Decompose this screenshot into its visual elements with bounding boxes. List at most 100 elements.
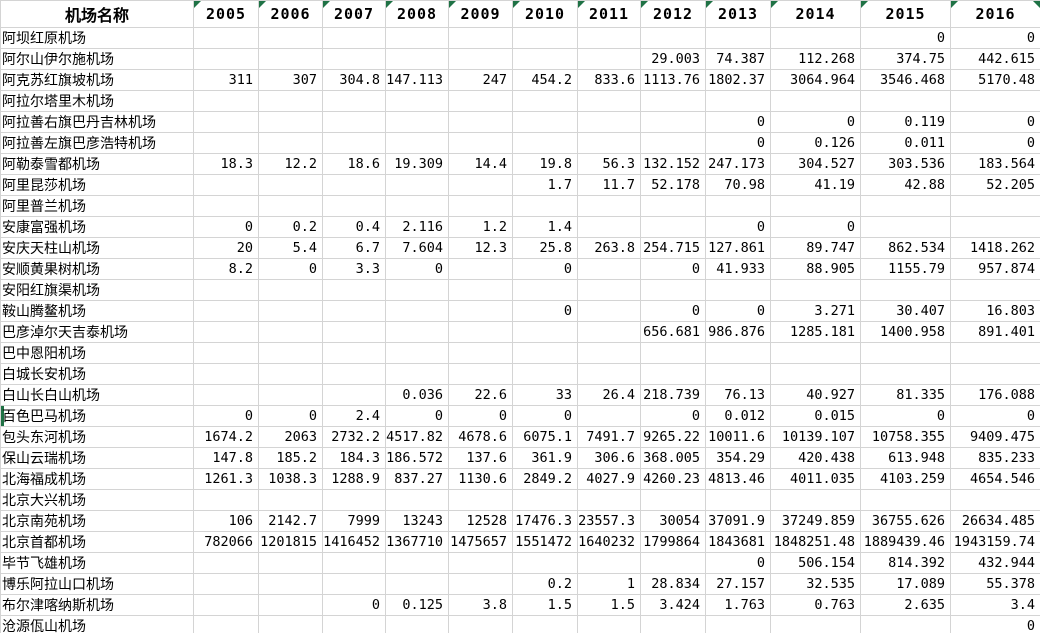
column-header-year-2016[interactable]: 2016 <box>950 0 1040 28</box>
cell-value[interactable]: 56.3 <box>577 153 641 175</box>
cell-value[interactable]: 2.635 <box>860 594 951 616</box>
cell-value[interactable] <box>258 111 323 133</box>
cell-value[interactable]: 4260.23 <box>640 468 706 490</box>
cell-value[interactable]: 0 <box>322 594 386 616</box>
cell-value[interactable] <box>640 552 706 574</box>
cell-value[interactable] <box>577 195 641 217</box>
cell-value[interactable]: 4517.82 <box>385 426 449 448</box>
cell-value[interactable]: 13243 <box>385 510 449 532</box>
cell-value[interactable] <box>640 132 706 154</box>
cell-value[interactable] <box>385 27 449 49</box>
cell-value[interactable]: 3.271 <box>770 300 861 322</box>
cell-value[interactable] <box>950 216 1040 238</box>
cell-value[interactable] <box>258 279 323 301</box>
cell-value[interactable]: 835.233 <box>950 447 1040 469</box>
cell-value[interactable]: 1.2 <box>448 216 513 238</box>
cell-value[interactable] <box>193 342 259 364</box>
cell-value[interactable]: 957.874 <box>950 258 1040 280</box>
cell-value[interactable]: 1130.6 <box>448 468 513 490</box>
cell-value[interactable]: 1155.79 <box>860 258 951 280</box>
cell-value[interactable] <box>705 90 771 112</box>
cell-value[interactable]: 81.335 <box>860 384 951 406</box>
cell-value[interactable] <box>950 279 1040 301</box>
cell-value[interactable] <box>322 27 386 49</box>
column-header-year-2009[interactable]: 2009 <box>448 0 513 28</box>
cell-value[interactable] <box>950 489 1040 511</box>
cell-value[interactable] <box>770 489 861 511</box>
cell-value[interactable] <box>322 174 386 196</box>
cell-value[interactable] <box>860 195 951 217</box>
cell-value[interactable]: 1367710 <box>385 531 449 553</box>
cell-value[interactable] <box>258 300 323 322</box>
cell-value[interactable]: 8.2 <box>193 258 259 280</box>
cell-value[interactable]: 52.205 <box>950 174 1040 196</box>
cell-value[interactable]: 0.2 <box>512 573 578 595</box>
cell-value[interactable] <box>640 111 706 133</box>
cell-value[interactable] <box>385 300 449 322</box>
cell-value[interactable] <box>860 489 951 511</box>
cell-airport-name[interactable]: 阿勒泰雪都机场 <box>0 153 194 175</box>
cell-value[interactable] <box>770 279 861 301</box>
cell-airport-name[interactable]: 巴彦淖尔天吉泰机场 <box>0 321 194 343</box>
cell-value[interactable] <box>448 48 513 70</box>
cell-value[interactable]: 29.003 <box>640 48 706 70</box>
cell-value[interactable]: 183.564 <box>950 153 1040 175</box>
cell-airport-name[interactable]: 阿坝红原机场 <box>0 27 194 49</box>
cell-value[interactable] <box>448 615 513 633</box>
cell-value[interactable] <box>448 552 513 574</box>
cell-value[interactable]: 19.8 <box>512 153 578 175</box>
column-header-year-2015[interactable]: 2015 <box>860 0 951 28</box>
cell-value[interactable] <box>640 489 706 511</box>
cell-value[interactable] <box>512 615 578 633</box>
cell-value[interactable]: 0 <box>705 552 771 574</box>
cell-value[interactable] <box>860 342 951 364</box>
cell-value[interactable]: 137.6 <box>448 447 513 469</box>
cell-value[interactable] <box>322 342 386 364</box>
cell-value[interactable]: 2.4 <box>322 405 386 427</box>
cell-value[interactable]: 1416452 <box>322 531 386 553</box>
cell-value[interactable] <box>322 111 386 133</box>
cell-value[interactable]: 127.861 <box>705 237 771 259</box>
cell-value[interactable]: 0.4 <box>322 216 386 238</box>
cell-value[interactable]: 185.2 <box>258 447 323 469</box>
cell-value[interactable]: 17476.3 <box>512 510 578 532</box>
cell-value[interactable] <box>193 132 259 154</box>
cell-value[interactable] <box>258 321 323 343</box>
cell-airport-name[interactable]: 安庆天柱山机场 <box>0 237 194 259</box>
cell-value[interactable]: 10758.355 <box>860 426 951 448</box>
cell-value[interactable] <box>385 363 449 385</box>
cell-value[interactable]: 0 <box>193 405 259 427</box>
cell-value[interactable] <box>448 90 513 112</box>
column-header-year-2014[interactable]: 2014 <box>770 0 861 28</box>
cell-value[interactable]: 7999 <box>322 510 386 532</box>
cell-value[interactable]: 3.8 <box>448 594 513 616</box>
cell-value[interactable] <box>512 489 578 511</box>
cell-value[interactable] <box>950 90 1040 112</box>
cell-value[interactable] <box>640 615 706 633</box>
cell-value[interactable] <box>322 132 386 154</box>
cell-value[interactable] <box>385 174 449 196</box>
cell-value[interactable] <box>385 552 449 574</box>
cell-value[interactable] <box>193 300 259 322</box>
cell-value[interactable]: 354.29 <box>705 447 771 469</box>
column-header-year-2008[interactable]: 2008 <box>385 0 449 28</box>
cell-value[interactable] <box>322 384 386 406</box>
cell-value[interactable]: 26.4 <box>577 384 641 406</box>
cell-value[interactable]: 304.527 <box>770 153 861 175</box>
cell-value[interactable]: 37249.859 <box>770 510 861 532</box>
cell-value[interactable]: 22.6 <box>448 384 513 406</box>
cell-value[interactable]: 1.4 <box>512 216 578 238</box>
cell-value[interactable] <box>448 195 513 217</box>
cell-value[interactable]: 9409.475 <box>950 426 1040 448</box>
column-header-year-2013[interactable]: 2013 <box>705 0 771 28</box>
cell-airport-name[interactable]: 博乐阿拉山口机场 <box>0 573 194 595</box>
cell-value[interactable]: 307 <box>258 69 323 91</box>
cell-value[interactable] <box>705 279 771 301</box>
cell-value[interactable] <box>193 90 259 112</box>
cell-value[interactable]: 52.178 <box>640 174 706 196</box>
cell-value[interactable]: 74.387 <box>705 48 771 70</box>
cell-value[interactable]: 132.152 <box>640 153 706 175</box>
cell-value[interactable] <box>950 363 1040 385</box>
cell-value[interactable]: 2.116 <box>385 216 449 238</box>
cell-airport-name[interactable]: 北海福成机场 <box>0 468 194 490</box>
